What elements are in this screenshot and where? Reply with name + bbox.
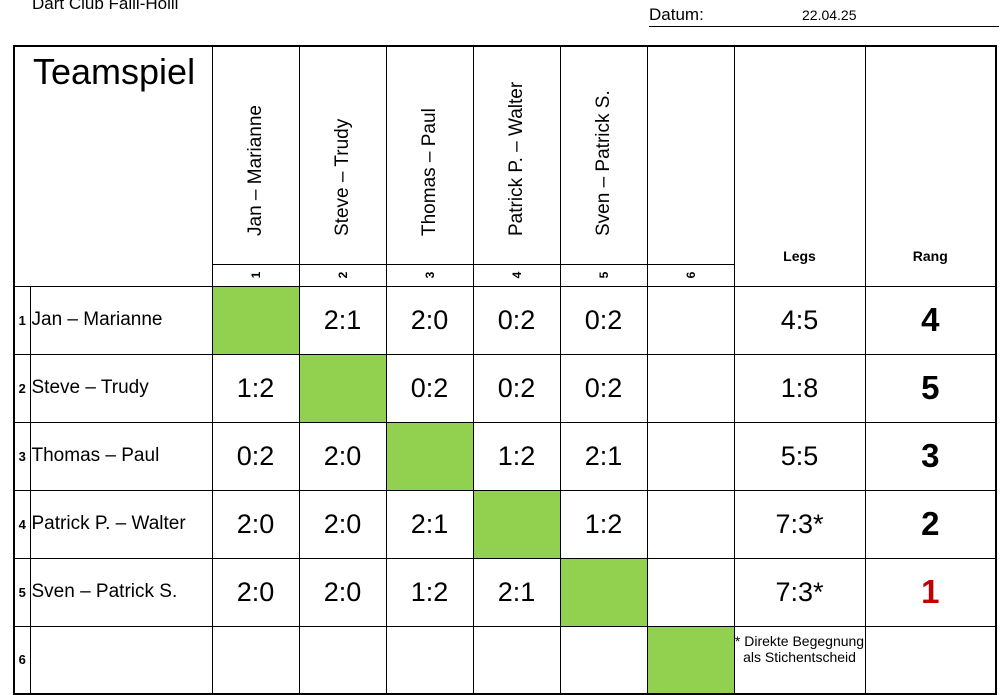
diagonal-cell	[646, 625, 735, 695]
score-cell	[646, 489, 735, 559]
title-cell: Teamspiel	[13, 45, 213, 287]
column-name: Sven – Patrick S.	[592, 89, 614, 236]
diagonal-cell	[559, 557, 648, 627]
column-header-6	[646, 45, 735, 264]
score-cell: 0:2	[472, 353, 561, 423]
table-row: 4 Patrick P. – Walter 2:0 2:0 2:1 1:2 7:…	[13, 489, 997, 559]
page-title: Teamspiel	[33, 51, 196, 92]
score-cell: 2:0	[298, 421, 387, 491]
diagonal-cell	[385, 421, 474, 491]
diagonal-cell	[472, 489, 561, 559]
rang-cell	[864, 625, 997, 695]
rang-cell: 3	[864, 421, 997, 491]
score-cell: 2:0	[385, 285, 474, 355]
column-number: 5	[559, 263, 648, 287]
rang-cell: 5	[864, 353, 997, 423]
row-number: 3	[13, 421, 31, 491]
score-cell: 2:1	[298, 285, 387, 355]
table-row: 2 Steve – Trudy 1:2 0:2 0:2 0:2 1:8 5	[13, 353, 997, 423]
column-header-5: Sven – Patrick S.	[559, 45, 648, 264]
legs-cell: 4:5	[733, 285, 866, 355]
column-number: 6	[646, 263, 735, 287]
score-cell: 1:2	[472, 421, 561, 491]
table-row: 1 Jan – Marianne 2:1 2:0 0:2 0:2 4:5 4	[13, 285, 997, 355]
row-name: Sven – Patrick S.	[29, 557, 213, 627]
rang-cell: 4	[864, 285, 997, 355]
column-header-3: Thomas – Paul	[385, 45, 474, 264]
row-number: 2	[13, 353, 31, 423]
row-number: 4	[13, 489, 31, 559]
score-cell	[646, 285, 735, 355]
column-number: 1	[211, 263, 300, 287]
score-cell: 2:1	[385, 489, 474, 559]
rang-cell: 2	[864, 489, 997, 559]
legs-header: Legs	[733, 45, 866, 287]
column-header-1: Jan – Marianne	[211, 45, 300, 264]
score-cell	[472, 625, 561, 695]
score-cell: 0:2	[559, 285, 648, 355]
tiebreak-note: * Direkte Begegnung als Stichentscheid	[733, 625, 866, 695]
column-header-4: Patrick P. – Walter	[472, 45, 561, 264]
row-name: Thomas – Paul	[29, 421, 213, 491]
club-name: Dart Club Falli-Hölli	[32, 0, 179, 13]
row-number: 5	[13, 557, 31, 627]
column-number: 3	[385, 263, 474, 287]
rang-header: Rang	[864, 45, 997, 287]
legs-cell: 5:5	[733, 421, 866, 491]
score-cell: 0:2	[559, 353, 648, 423]
column-number: 4	[472, 263, 561, 287]
rang-cell-winner: 1	[864, 557, 997, 627]
team-results-table: Teamspiel Jan – Marianne Steve – Trudy T…	[13, 45, 997, 695]
column-name: Thomas – Paul	[418, 107, 440, 236]
score-cell: 2:1	[472, 557, 561, 627]
score-cell	[559, 625, 648, 695]
score-cell: 2:0	[298, 489, 387, 559]
score-cell	[646, 353, 735, 423]
column-name: Steve – Trudy	[331, 118, 353, 236]
score-cell: 1:2	[559, 489, 648, 559]
legs-cell: 7:3*	[733, 557, 866, 627]
legs-cell: 7:3*	[733, 489, 866, 559]
score-cell	[298, 625, 387, 695]
score-cell: 1:2	[211, 353, 300, 423]
score-cell: 0:2	[385, 353, 474, 423]
column-header-2: Steve – Trudy	[298, 45, 387, 264]
row-name: Steve – Trudy	[29, 353, 213, 423]
row-number: 6	[13, 625, 31, 695]
score-cell: 2:0	[298, 557, 387, 627]
score-cell: 2:0	[211, 489, 300, 559]
table-row: 6 * Direkte Begegnung als Stichentscheid	[13, 625, 997, 695]
date-value: 22.04.25	[802, 7, 857, 23]
table-row: 5 Sven – Patrick S. 2:0 2:0 1:2 2:1 7:3*…	[13, 557, 997, 627]
row-name	[29, 625, 213, 695]
column-name: Jan – Marianne	[244, 104, 266, 236]
score-cell	[211, 625, 300, 695]
diagonal-cell	[211, 285, 300, 355]
column-number: 2	[298, 263, 387, 287]
row-name: Patrick P. – Walter	[29, 489, 213, 559]
score-cell	[646, 557, 735, 627]
score-cell: 1:2	[385, 557, 474, 627]
row-name: Jan – Marianne	[29, 285, 213, 355]
score-cell	[646, 421, 735, 491]
score-cell: 0:2	[472, 285, 561, 355]
date-underline	[649, 26, 999, 27]
legs-cell: 1:8	[733, 353, 866, 423]
column-name: Patrick P. – Walter	[505, 81, 527, 236]
date-label: Datum:	[649, 5, 704, 24]
score-cell	[385, 625, 474, 695]
table-row: 3 Thomas – Paul 0:2 2:0 1:2 2:1 5:5 3	[13, 421, 997, 491]
score-cell: 0:2	[211, 421, 300, 491]
score-cell: 2:1	[559, 421, 648, 491]
score-cell: 2:0	[211, 557, 300, 627]
row-number: 1	[13, 285, 31, 355]
diagonal-cell	[298, 353, 387, 423]
